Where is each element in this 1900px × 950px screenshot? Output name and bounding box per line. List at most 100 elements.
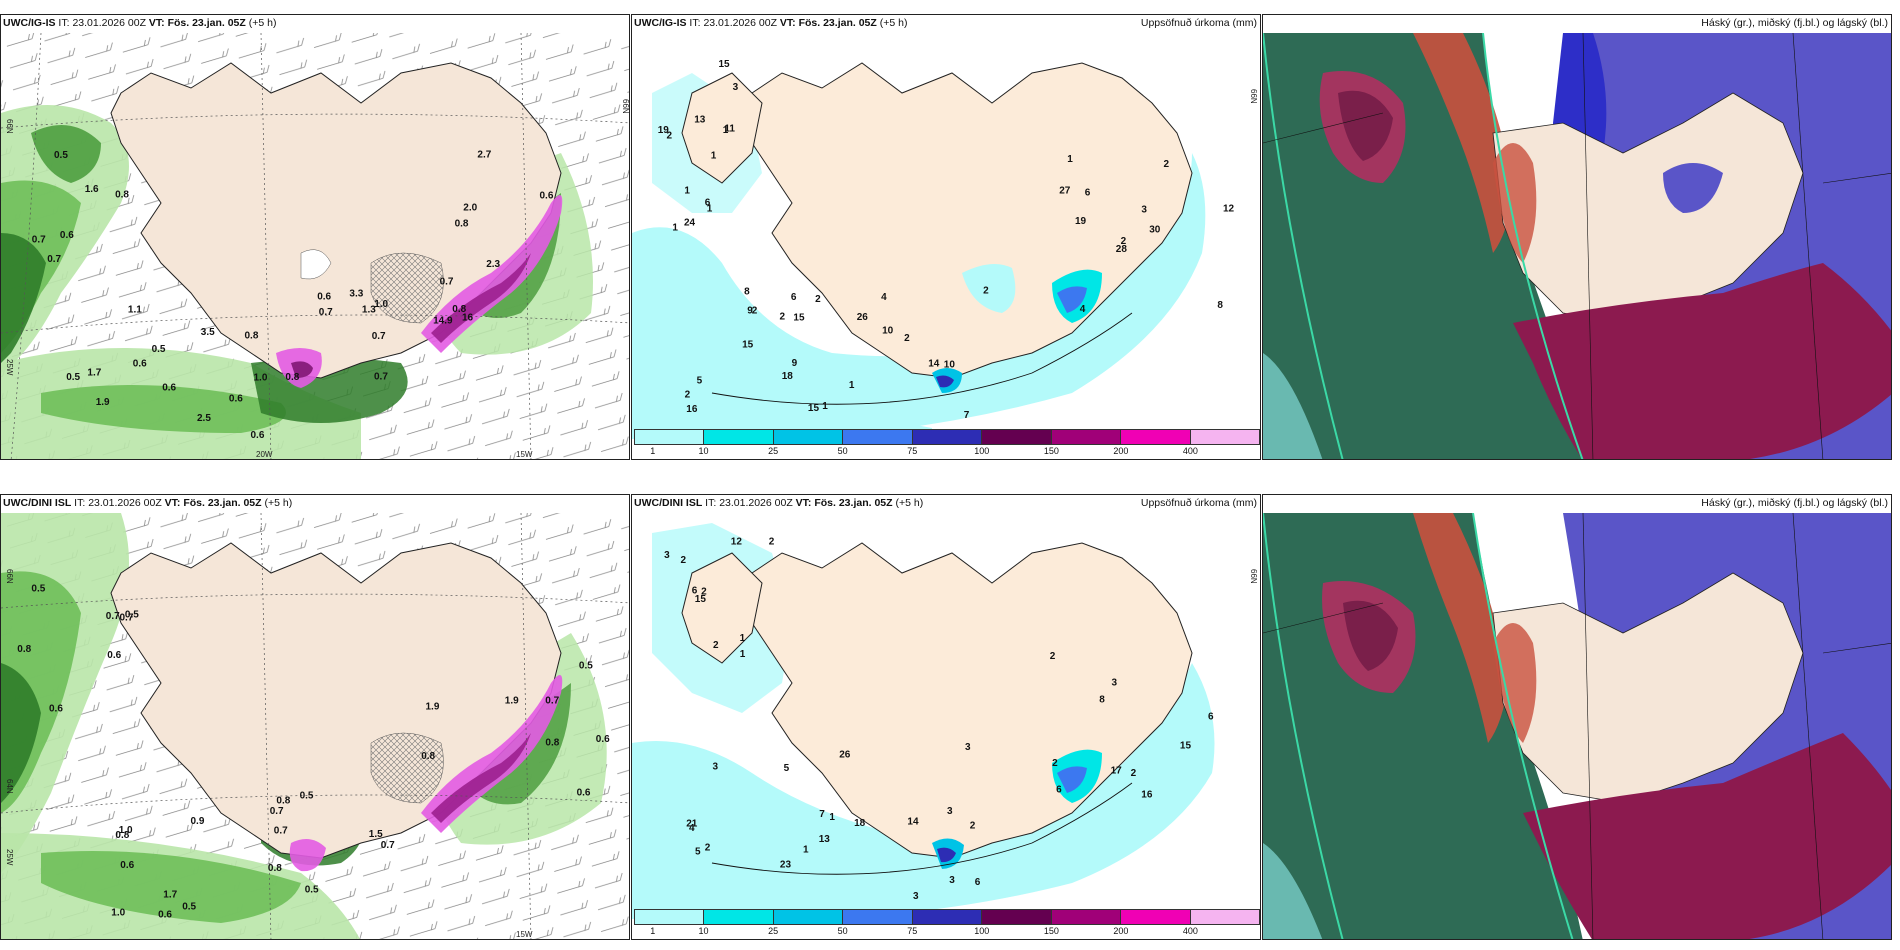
vt-label: VT: [148,17,165,29]
vt-value: Fös. 23.jan. 05Z [798,17,877,29]
value-label: 3.3 [349,288,363,299]
value-label: 0.6 [120,860,134,871]
value-label: 5 [697,376,703,387]
value-label: 28 [1116,244,1128,255]
it-value: 23.01.2026 00Z [719,497,793,509]
it-label: IT: [1320,17,1332,29]
model-name: UWC/IG-IS [3,17,56,29]
value-label: 1.9 [426,701,440,712]
precip-value-labels: 1263232563221361772143223813122615423162… [664,536,1214,902]
value-label: 0.5 [300,791,314,802]
value-label: 2 [815,294,821,305]
value-label: 2 [769,536,775,547]
value-label: 2 [1164,159,1170,170]
vt-value: Fös. 23.jan. 05Z [1429,17,1508,29]
value-label: 14 [907,817,919,828]
value-label: 0.5 [152,344,166,355]
value-label: 3 [913,891,919,902]
value-label: 2 [681,555,687,566]
model-name: UWC/DINI ISL [3,497,72,509]
value-label: 4 [689,823,695,834]
value-label: 3 [949,875,955,886]
value-label: 2 [1131,768,1137,779]
colorbar-label: 10 [698,926,709,936]
panel-header: UWC/DINI ISL IT: 23.01.2026 00Z VT: Fös.… [634,497,923,509]
value-label: 9 [747,306,753,317]
value-label: 6 [705,198,711,209]
value-label: 0.6 [162,383,176,394]
value-label: 6 [1208,712,1214,723]
colorbar-label: 1 [650,446,656,456]
value-label: 1.0 [254,372,268,383]
value-label: 15 [1180,740,1192,751]
lon-label-25: 25W [5,849,14,866]
value-label: 12 [731,537,743,548]
value-label: 2 [1050,651,1056,662]
value-label: 2.0 [463,203,477,214]
value-label: 0.8 [452,304,466,315]
vt-label: VT: [164,497,181,509]
value-label: 3 [713,762,719,773]
value-label: 1 [1067,154,1073,165]
value-label: 1.7 [87,367,101,378]
lat-label-right: 66N [1249,569,1258,584]
value-label: 13 [694,115,706,126]
lat-label-66: 66N [5,119,14,134]
lead-time: (+5 h) [248,17,277,29]
lead-time: (+5 h) [1526,497,1555,509]
value-label: 19 [1075,216,1087,227]
panel-header: UWC/IG-IS IT: 23.01.2026 00Z VT: Fös. 23… [3,17,276,29]
it-label: IT: [689,17,701,29]
cloud-map [1263,33,1891,459]
value-label: 0.6 [317,291,331,302]
value-label: 1.3 [362,305,376,316]
value-label: 8 [1217,300,1223,311]
value-label: 4 [881,292,887,303]
cloud-map [1263,513,1891,939]
colorbar-swatch [982,430,1052,444]
value-label: 0.6 [596,734,610,745]
value-label: 2 [701,587,707,598]
value-label: 15 [793,313,805,324]
colorbar-swatch [843,910,913,924]
value-label: 0.8 [545,738,559,749]
lead-time: (+5 h) [895,497,924,509]
model-name: UWC/DINI ISL [634,497,703,509]
lat-label-right: 66N [1249,89,1258,104]
panel-clouds-dini: UWC/DINI ISL IT: 23.01.2026 00Z VT: Fös.… [1262,494,1892,940]
colorbar-label: 25 [768,926,779,936]
vt-value: Fös. 23.jan. 05Z [814,497,893,509]
colorbar-swatch [912,910,983,924]
colorbar-label: 400 [1182,926,1198,936]
value-label: 0.8 [285,372,299,383]
value-label: 21 [686,819,698,830]
colorbar-label: 150 [1043,926,1059,936]
value-label: 2 [970,821,976,832]
colorbar-label: 1 [650,926,656,936]
lon-label-20: 20W [256,450,273,459]
precip-value-labels: 1222112232112228214351315491110278191412… [658,59,1235,421]
value-label: 0.5 [125,610,139,621]
value-label: 17 [1111,766,1123,777]
value-label: 1 [829,812,835,823]
vt-label: VT: [1410,17,1427,29]
vt-value: Fös. 23.jan. 05Z [1445,497,1524,509]
value-label: 3.5 [201,327,215,338]
it-value: 23.01.2026 00Z [88,497,162,509]
precip-value-labels: 0.5 0.7 0.6 1.0 0.6 0.7 2.3 3.5 1.1 1.3 2.0 0.6 0.8 0… [32,149,554,441]
value-label: 6 [791,292,797,303]
colorbar-swatch [1121,910,1191,924]
value-label: 7 [964,410,970,421]
colorbar-label: 50 [837,446,848,456]
value-label: 1 [803,844,809,855]
value-label: 3 [947,806,953,817]
value-label: 0.8 [115,830,129,841]
value-label: 16 [686,404,698,415]
value-label: 0.8 [421,751,435,762]
panel-accum-precip-dini: UWC/DINI ISL IT: 23.01.2026 00Z VT: Fös.… [631,494,1261,940]
panel-accum-precip-igis: UWC/IG-IS IT: 23.01.2026 00Z VT: Fös. 23… [631,14,1261,460]
panel-wind-precip-dini: UWC/DINI ISL IT: 23.01.2026 00Z VT: Fös.… [0,494,630,940]
colorbar-swatch [635,430,705,444]
value-label: 6 [1085,188,1091,199]
value-label: 0.8 [245,331,259,342]
